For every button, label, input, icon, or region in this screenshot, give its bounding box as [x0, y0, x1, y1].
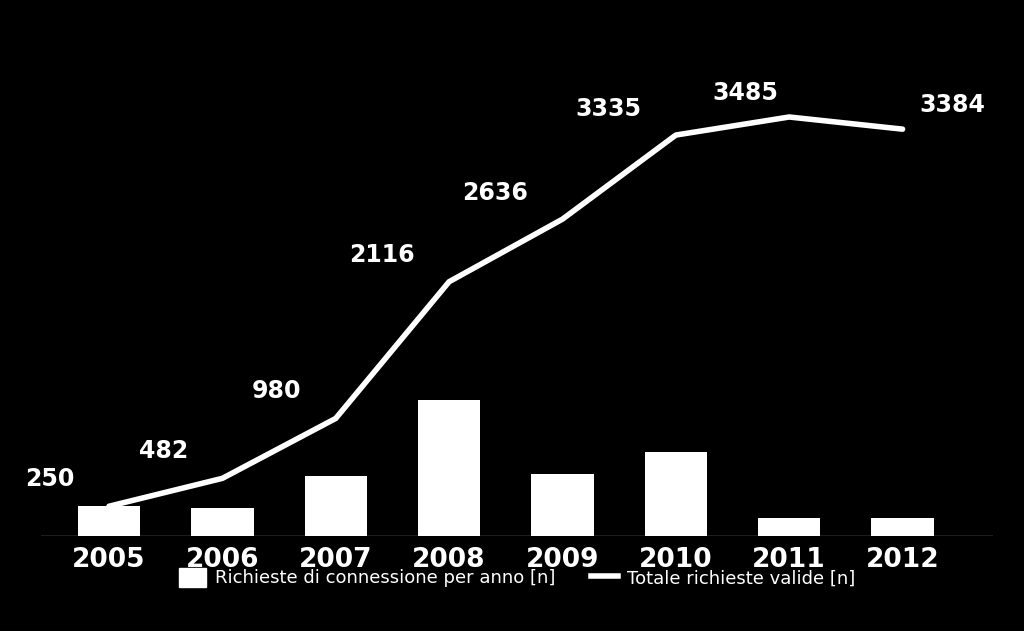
Text: 3384: 3384: [920, 93, 985, 117]
Bar: [645, 452, 707, 536]
Text: 3335: 3335: [575, 97, 642, 121]
Bar: [758, 518, 820, 536]
Text: 980: 980: [252, 379, 302, 403]
Bar: [531, 474, 594, 536]
Bar: [191, 509, 254, 536]
Legend: Richieste di connessione per anno [n], Totale richieste valide [n]: Richieste di connessione per anno [n], T…: [171, 561, 863, 594]
Bar: [871, 518, 934, 536]
Bar: [418, 399, 480, 536]
Text: 482: 482: [139, 439, 188, 463]
Text: 250: 250: [26, 467, 75, 491]
Bar: [304, 476, 367, 536]
Bar: [78, 506, 140, 536]
Text: 2636: 2636: [463, 180, 528, 204]
Text: 2116: 2116: [349, 244, 415, 268]
Text: 3485: 3485: [712, 81, 778, 105]
